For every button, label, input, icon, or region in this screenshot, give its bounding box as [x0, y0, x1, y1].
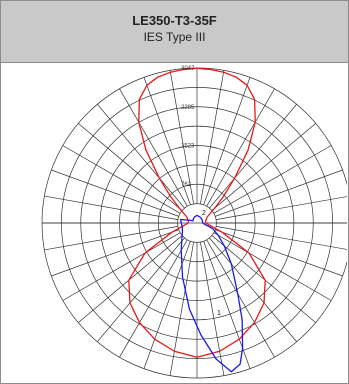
radial-tick-label: 1523: [181, 144, 195, 150]
grid-spoke: [206, 239, 275, 358]
grid-spoke: [44, 195, 178, 220]
grid-spoke: [200, 242, 225, 376]
grid-spoke: [143, 241, 191, 369]
grid-spoke: [143, 77, 191, 205]
grid-spoke: [216, 196, 347, 220]
polar-grid: [41, 67, 347, 379]
label-layer: 762 1523 2285 3047 2 1: [181, 66, 221, 317]
grid-spoke: [119, 239, 188, 358]
grid-spoke: [78, 123, 183, 211]
chart-subtitle: IES Type III: [143, 30, 206, 44]
series-layer: [128, 67, 266, 373]
grid-spoke: [206, 88, 275, 207]
grid-spoke: [209, 237, 297, 342]
grid-spoke: [209, 104, 297, 209]
series-2-curve: [128, 67, 266, 358]
chart-header: LE350-T3-35F IES Type III: [1, 1, 348, 63]
grid-spoke: [213, 232, 332, 301]
grid-spoke: [97, 104, 185, 209]
grid-spoke: [203, 77, 251, 205]
grid-spoke: [97, 237, 185, 342]
grid-spoke: [51, 169, 179, 217]
chart-title: LE350-T3-35F: [132, 13, 217, 28]
grid-spoke: [215, 229, 343, 277]
grid-spoke: [119, 88, 188, 207]
grid-spoke: [200, 70, 225, 204]
grid-spoke: [62, 145, 181, 214]
series-marker-2: 2: [202, 210, 206, 217]
grid-spoke: [51, 229, 179, 277]
grid-spoke: [169, 70, 194, 204]
grid-spoke: [215, 169, 343, 217]
radial-tick-label: 762: [181, 182, 192, 188]
grid-spoke: [216, 226, 347, 250]
radial-tick-label: 3047: [181, 66, 195, 72]
grid-spoke: [44, 226, 178, 251]
grid-spoke: [62, 232, 181, 301]
series-marker-1: 1: [217, 310, 221, 317]
grid-spoke: [169, 242, 194, 376]
grid-spoke: [213, 145, 332, 214]
series-1-curve: [179, 214, 244, 373]
grid-spoke: [211, 123, 316, 211]
radial-tick-label: 2285: [181, 105, 195, 111]
